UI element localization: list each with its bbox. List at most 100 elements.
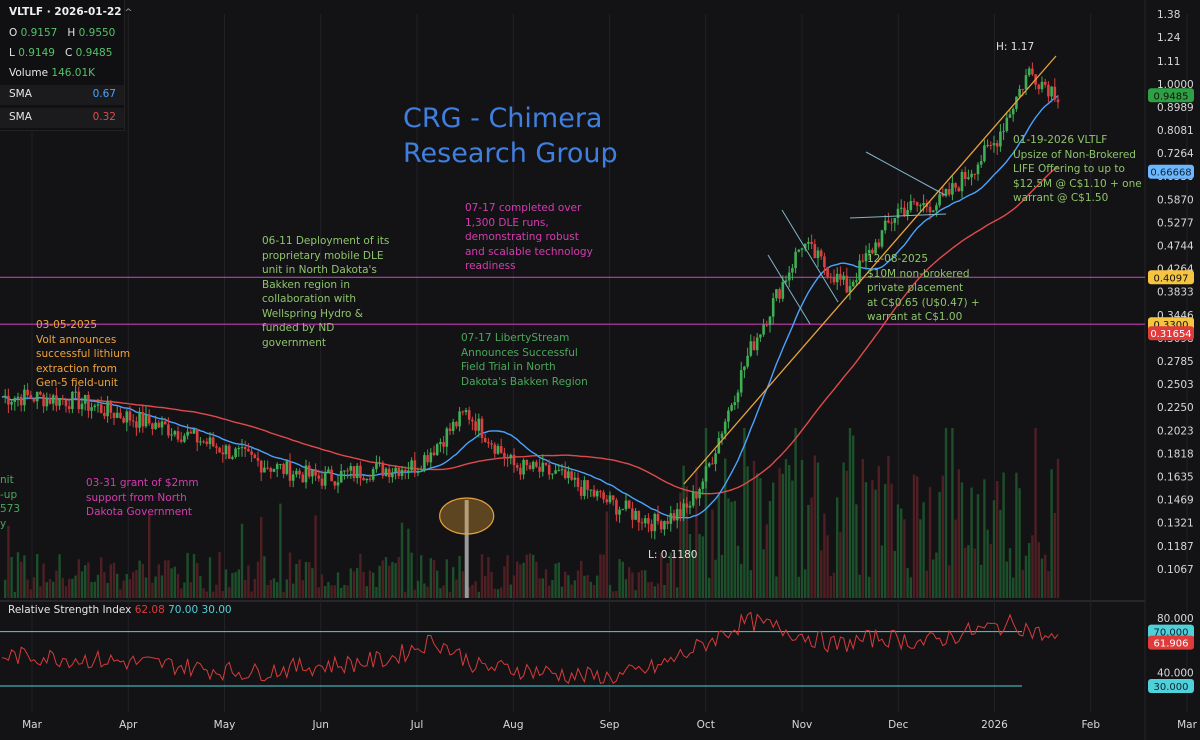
sma-indicator-row[interactable]: SMA 0.32	[0, 108, 124, 128]
rsi-tag: 30.000	[1148, 679, 1194, 693]
volume-bar	[903, 519, 906, 598]
volume-bar	[976, 494, 980, 598]
volume-bar	[794, 428, 797, 598]
volume-bar	[247, 565, 250, 598]
candle-body	[771, 298, 775, 317]
volume-bar	[423, 583, 426, 598]
volume-bar	[276, 582, 279, 598]
candle-body	[931, 210, 935, 213]
candle-body	[189, 431, 193, 434]
volume-bar	[640, 570, 644, 598]
volume-bar	[1047, 571, 1050, 598]
volume-bar	[1031, 535, 1034, 598]
volume-bar	[378, 565, 381, 598]
candle-body	[835, 273, 839, 283]
volume-bar	[647, 582, 650, 598]
candle-body	[19, 396, 23, 406]
candle-body	[903, 207, 906, 216]
candle-body	[573, 477, 577, 480]
candle-body	[410, 460, 413, 471]
symbol-label[interactable]: VLTLF	[9, 6, 44, 18]
candle-body	[381, 462, 385, 476]
candle-body	[551, 473, 554, 475]
low-value: 0.9149	[18, 47, 55, 59]
candle-body	[285, 461, 289, 474]
candle-body	[282, 463, 285, 474]
candle-body	[205, 441, 209, 444]
candle-body	[496, 446, 500, 454]
rsi-tag-text: 70.000	[1154, 628, 1189, 639]
close-label: C	[64, 47, 73, 59]
volume-bar	[64, 586, 68, 598]
price-tick-label: 0.3833	[1157, 287, 1194, 299]
candle-body	[787, 272, 791, 281]
volume-bar	[410, 552, 413, 598]
sma-indicator-row[interactable]: SMA 0.67	[0, 85, 124, 105]
volume-bar	[503, 566, 506, 598]
candle-body	[266, 467, 269, 469]
price-tick-label: 0.2785	[1157, 356, 1194, 368]
volume-bar	[93, 581, 96, 598]
price-tick-label: 0.7264	[1157, 148, 1194, 160]
x-axis-tick-label: Mar	[1177, 719, 1197, 731]
uptrend-line	[683, 55, 1057, 485]
candle-body	[147, 414, 151, 424]
candle-body	[896, 208, 900, 219]
candle-body	[202, 441, 205, 443]
price-tick-label: 0.2250	[1157, 402, 1194, 414]
candle-body	[567, 471, 570, 479]
volume-bar	[455, 579, 458, 598]
candle-body	[960, 171, 964, 192]
volume-bar	[676, 587, 679, 598]
volume-bar	[743, 428, 746, 598]
volume-bar	[112, 562, 116, 598]
volume-bar	[45, 582, 48, 598]
volume-bar	[429, 558, 432, 598]
volume-bar	[986, 529, 989, 598]
volume-bar	[356, 567, 359, 598]
volume-bar	[935, 552, 938, 598]
rsi-tag: 61.906	[1148, 635, 1194, 650]
candle-body	[541, 462, 545, 472]
volume-bar	[599, 554, 602, 598]
candle-body	[1024, 75, 1028, 90]
volume-bar	[583, 575, 586, 598]
volume-bar	[490, 571, 493, 598]
candle-body	[35, 391, 39, 402]
candle-body	[339, 470, 343, 483]
candle-body	[583, 480, 586, 496]
volume-bar	[509, 584, 512, 598]
volume-bar	[1040, 558, 1044, 598]
candle-body	[199, 441, 202, 443]
volume-bar	[167, 560, 170, 598]
annotation-volt-extraction: 03-05-2025 Volt announces successful lit…	[36, 319, 131, 389]
candle-body	[368, 478, 372, 480]
candle-body	[640, 522, 644, 524]
volume-bar	[298, 559, 301, 598]
candle-body	[1021, 88, 1025, 90]
candle-body	[384, 468, 388, 476]
volume-bar	[749, 570, 752, 598]
volume-bar	[404, 591, 407, 598]
volume-bar	[224, 569, 228, 598]
candle-body	[919, 205, 922, 207]
price-tick-label: 0.4744	[1157, 241, 1194, 253]
volume-bar	[90, 581, 93, 598]
candle-body	[707, 463, 711, 467]
volume-bar	[301, 580, 304, 598]
collapse-caret-icon[interactable]: ^	[124, 8, 133, 18]
volume-bar	[730, 501, 733, 598]
candle-body	[595, 491, 599, 497]
candle-body	[7, 395, 10, 405]
candle-body	[899, 207, 903, 209]
volume-bar	[218, 552, 221, 598]
candle-body	[503, 452, 506, 458]
candle-body	[275, 464, 279, 470]
volume-bar	[183, 582, 186, 598]
volume-bar	[826, 535, 829, 598]
candle-body	[317, 475, 321, 479]
candle-body	[74, 391, 77, 393]
volume-bar	[372, 572, 375, 598]
volume-bar	[861, 458, 864, 598]
